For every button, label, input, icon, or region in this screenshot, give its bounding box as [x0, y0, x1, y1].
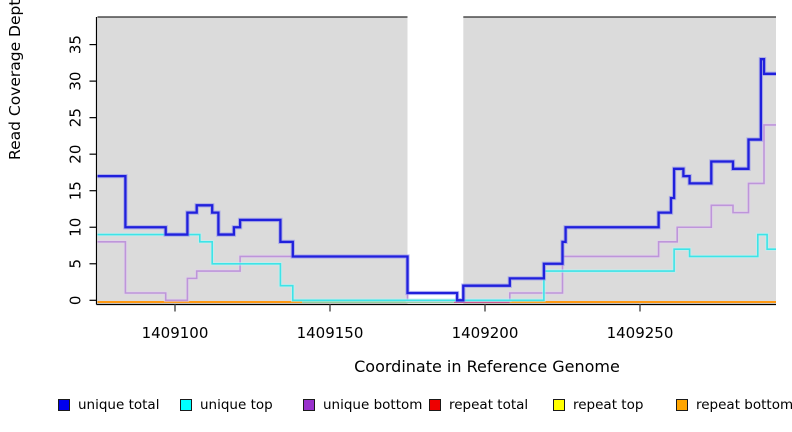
legend-swatch-unique-bottom	[303, 399, 315, 411]
x-tick-label: 1409100	[142, 324, 209, 342]
legend-swatch-repeat-top	[553, 399, 565, 411]
series-line-unique-total	[97, 58, 776, 302]
y-tick-label: 20	[67, 145, 85, 164]
y-tick-label: 30	[67, 72, 85, 91]
y-tick-label: 0	[67, 296, 85, 306]
y-tick-label: 5	[67, 259, 85, 269]
gray-band-1	[97, 17, 408, 305]
legend: unique total unique top unique bottom repea…	[0, 396, 792, 420]
legend-swatch-unique-total	[58, 399, 70, 411]
y-tick-label: 15	[67, 181, 85, 200]
legend-item-unique-bottom: unique bottom	[303, 396, 422, 414]
legend-label: unique top	[200, 397, 273, 413]
series-line-unique-top	[97, 233, 776, 302]
x-tick-label: 1409150	[297, 324, 364, 342]
legend-item-repeat-top: repeat top	[553, 396, 643, 414]
legend-label: repeat top	[573, 397, 644, 413]
legend-item-repeat-bottom: repeat bottom	[676, 396, 792, 414]
y-tick-label: 25	[67, 108, 85, 127]
plot-area: 0 5 10 15 20 25 30 35 1409100 1409150 1409200 14092…	[67, 16, 776, 342]
y-tick-label: 10	[67, 218, 85, 237]
legend-label: repeat total	[449, 397, 529, 413]
legend-swatch-unique-top	[180, 399, 192, 411]
x-tick-label: 1409250	[607, 324, 674, 342]
series-line-unique-bottom	[97, 124, 776, 302]
legend-label: repeat bottom	[696, 397, 792, 413]
legend-item-unique-top: unique top	[180, 396, 273, 414]
legend-label: unique total	[78, 397, 160, 413]
legend-swatch-repeat-total	[429, 399, 441, 411]
y-tick-label: 35	[67, 35, 85, 54]
white-gap	[407, 17, 464, 305]
x-axis-title: Coordinate in Reference Genome	[354, 357, 620, 376]
legend-item-repeat-total: repeat total	[429, 396, 528, 414]
legend-item-unique-total: unique total	[58, 396, 159, 414]
x-tick-label: 1409200	[452, 324, 519, 342]
legend-label: unique bottom	[323, 397, 423, 413]
legend-swatch-repeat-bottom	[676, 399, 688, 411]
